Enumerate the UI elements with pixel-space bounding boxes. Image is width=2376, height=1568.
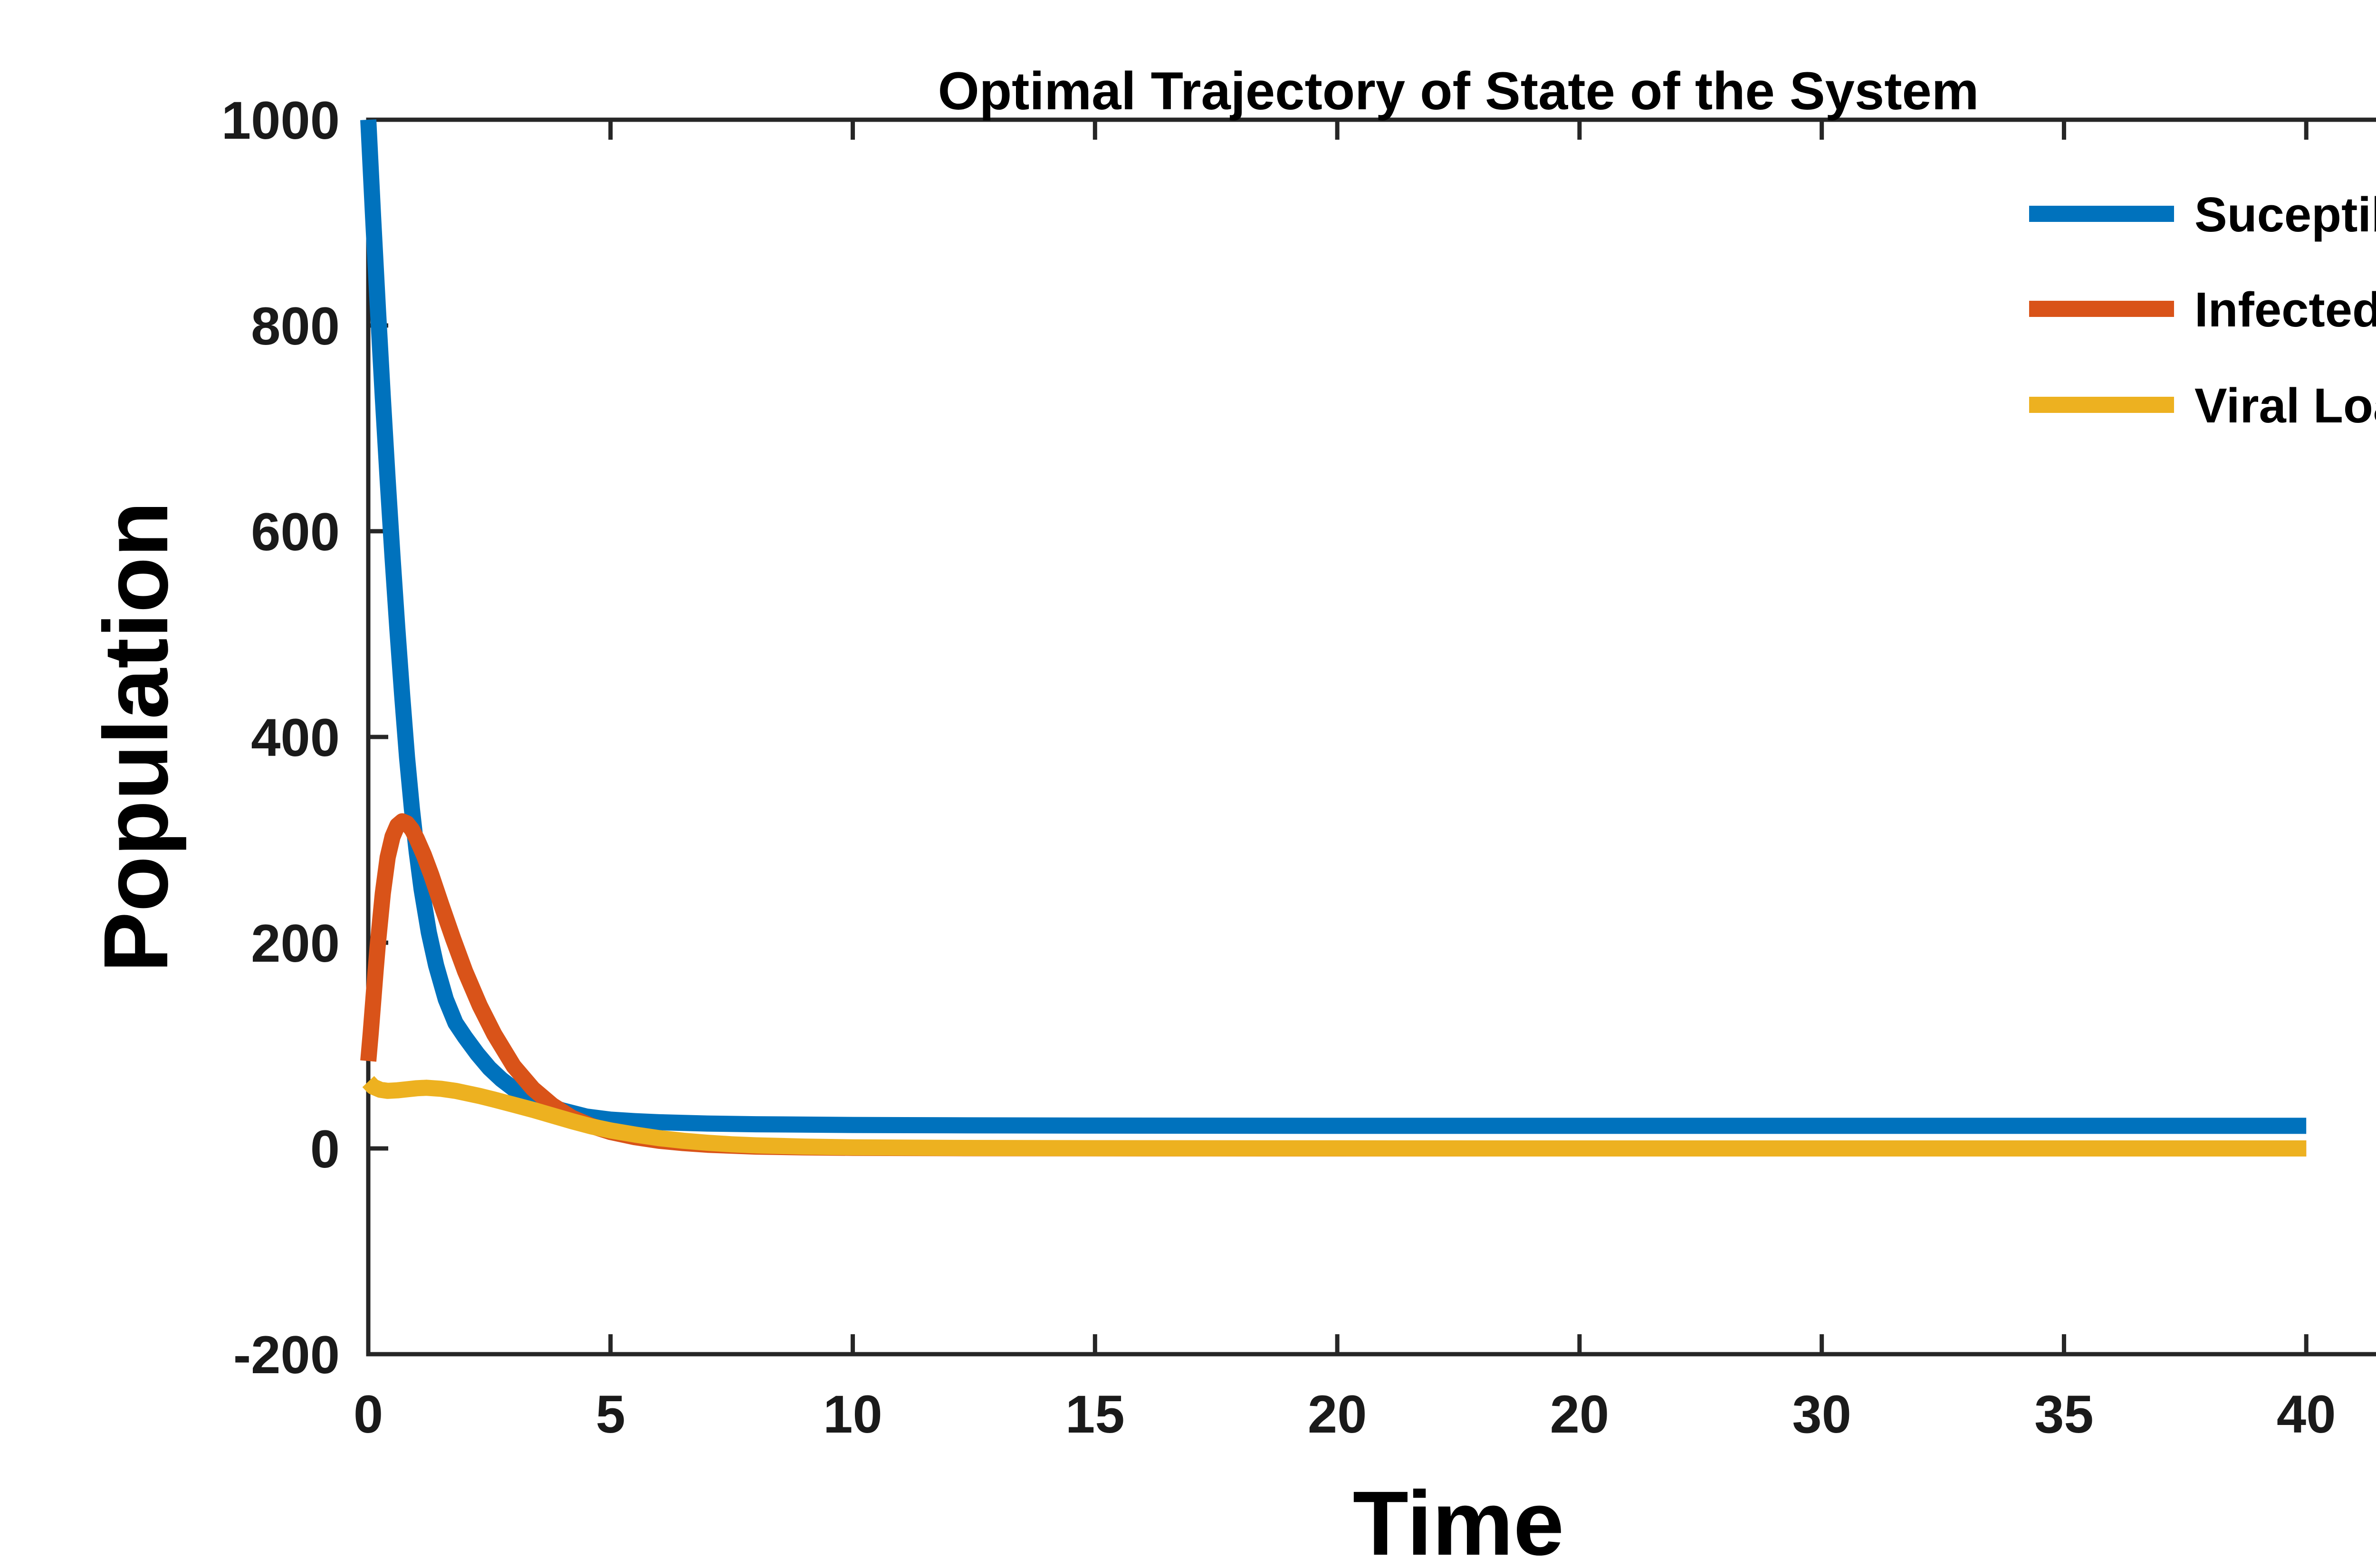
legend: Suceptible Infected Viral Load <box>2029 187 2376 433</box>
y-tick-label: 400 <box>251 708 340 767</box>
chart-title: Optimal Trajectory of State of the Syste… <box>938 61 1979 121</box>
legend-label-viral-load: Viral Load <box>2194 378 2376 433</box>
y-tick-label: 200 <box>251 914 340 973</box>
x-tick-label: 0 <box>354 1385 383 1444</box>
x-tick-label: 20 <box>1308 1385 1367 1444</box>
series-lines <box>360 119 2307 1157</box>
y-tick-label: 0 <box>310 1119 340 1179</box>
y-tick-label: 800 <box>251 296 340 356</box>
legend-swatch-infected <box>2029 301 2174 317</box>
legend-swatch-suceptible <box>2029 206 2174 222</box>
y-tick-label: 1000 <box>221 91 340 150</box>
y-tick-label: -200 <box>233 1325 340 1385</box>
series-line-viral-load <box>362 1076 2307 1157</box>
y-tick-label: 600 <box>251 502 340 562</box>
x-tick-label: 40 <box>2277 1385 2336 1444</box>
x-tick-label: 15 <box>1065 1385 1125 1444</box>
y-axis-label: Population <box>85 501 187 973</box>
series-line-infected <box>360 813 2307 1157</box>
x-tick-label: 20 <box>1550 1385 1610 1444</box>
legend-label-infected: Infected <box>2194 282 2376 337</box>
x-axis-label: Time <box>1353 1472 1564 1568</box>
x-tick-label: 35 <box>2034 1385 2094 1444</box>
x-tick-label: 10 <box>823 1385 882 1444</box>
legend-swatch-viral-load <box>2029 397 2174 413</box>
x-tick-label: 5 <box>596 1385 625 1444</box>
series-line-suceptible <box>360 119 2307 1134</box>
legend-label-suceptible: Suceptible <box>2194 187 2376 242</box>
x-tick-label: 30 <box>1792 1385 1851 1444</box>
